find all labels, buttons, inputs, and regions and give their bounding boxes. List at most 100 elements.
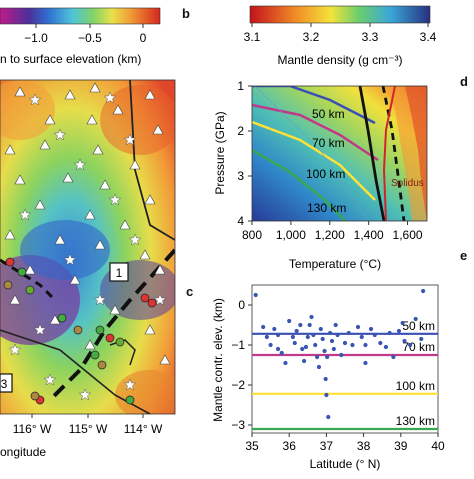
sample-dot xyxy=(105,333,115,343)
panel-e-letter: e xyxy=(460,248,467,263)
sample-dot xyxy=(73,325,83,335)
sample-star xyxy=(153,293,167,306)
scatter-point xyxy=(400,320,405,326)
sample-star xyxy=(108,193,122,206)
panel-b: b 3.1 3.2 3.3 3.4 Mantle density (g cm⁻³… xyxy=(182,5,437,271)
scatter-point xyxy=(253,292,258,298)
scatter-point xyxy=(301,358,307,364)
phase-ytick-label: 1 xyxy=(237,79,244,93)
station-triangle xyxy=(112,104,124,115)
scatter-point xyxy=(272,326,277,332)
scatter-point xyxy=(320,336,325,342)
station-triangle xyxy=(84,339,96,350)
adiabat-dashed xyxy=(381,86,406,221)
scatter-point xyxy=(268,342,273,348)
phase-xtick-label: 1,400 xyxy=(354,228,384,242)
scatter-xlabel: Latitude (° N) xyxy=(310,457,381,471)
scatter-point xyxy=(355,324,361,330)
phase-ytick-label: 2 xyxy=(237,124,244,138)
scatter-point xyxy=(323,376,328,382)
scatter-point xyxy=(346,330,351,336)
panel-c: c 50 km 70 km 100 km 130 km 35 36 37 38 39 40 0 −1… xyxy=(186,284,445,471)
scatter-point xyxy=(275,332,281,338)
curve-label-70km: 70 km xyxy=(312,136,345,150)
scatter-point xyxy=(294,328,299,334)
station-triangle xyxy=(14,86,26,97)
scatter-point xyxy=(318,326,323,332)
scatter-ylabel: Mantle contr. elev. (km) xyxy=(211,298,225,422)
depth-reference-lines: 50 km 70 km 100 km 130 km xyxy=(252,319,438,431)
phase-xtick-label: 1,600 xyxy=(393,228,423,242)
curve-70km xyxy=(252,103,379,162)
scatter-axes: 35 36 37 38 39 40 0 −1 −2 −3 xyxy=(231,298,445,453)
phase-ytick-label: 3 xyxy=(237,169,244,183)
scatter-point xyxy=(309,314,314,320)
scatter-point xyxy=(315,354,320,360)
scatter-point xyxy=(325,354,330,360)
phase-xtick-label: 800 xyxy=(242,228,262,242)
station-triangle xyxy=(139,249,151,260)
scatter-point xyxy=(419,336,424,342)
solidus-label: Solidus xyxy=(391,178,424,189)
scatter-point xyxy=(408,342,413,348)
scatter-point xyxy=(264,334,269,340)
scatter-point xyxy=(363,360,368,366)
station-triangle xyxy=(64,89,76,100)
scatter-point xyxy=(328,330,333,336)
sample-star xyxy=(78,388,92,401)
station-triangle xyxy=(69,274,81,285)
phase-xtick-label: 1,200 xyxy=(315,228,345,242)
scatter-point xyxy=(359,334,364,340)
scatter-plot-frame xyxy=(251,284,439,434)
station-triangle xyxy=(24,264,36,275)
scatter-ytick-label: −3 xyxy=(231,418,245,432)
sample-dot xyxy=(90,350,100,360)
station-triangle xyxy=(4,144,16,155)
scatter-xtick-label: 38 xyxy=(357,439,371,453)
station-triangle xyxy=(62,172,74,183)
scatter-xtick-label: 39 xyxy=(394,439,408,453)
phase-xtick-label: 1,000 xyxy=(276,228,306,242)
sample-dot xyxy=(5,257,15,267)
scatter-point xyxy=(311,332,316,338)
scatter-point xyxy=(350,342,355,348)
scatter-point xyxy=(333,322,338,328)
sample-star xyxy=(73,158,87,171)
station-triangle xyxy=(152,124,164,135)
sample-star xyxy=(103,91,117,104)
scatter-points xyxy=(253,288,426,420)
scatter-xtick-label: 36 xyxy=(283,439,297,453)
phase-xlabel: Temperature (°C) xyxy=(289,257,381,271)
scatter-xtick-label: 40 xyxy=(431,439,445,453)
phase-diagram xyxy=(252,86,427,221)
scatter-point xyxy=(396,328,402,334)
sample-star xyxy=(53,128,67,141)
colorbar-a-tick-1: −1.0 xyxy=(24,31,48,45)
station-triangle xyxy=(89,82,101,93)
map-box-3-label: 3 xyxy=(1,377,8,391)
station-triangle xyxy=(119,219,131,230)
phase-diagram-axes: 800 1,000 1,200 1,400 1,600 1 2 3 4 xyxy=(237,79,423,242)
station-triangle xyxy=(94,239,106,250)
elevation-colorbar xyxy=(0,7,161,25)
station-triangle xyxy=(109,304,121,315)
phase-ylabel: Pressure (GPa) xyxy=(213,111,227,194)
scatter-point xyxy=(305,334,310,340)
scatter-point xyxy=(261,324,266,330)
scatter-point xyxy=(316,364,322,370)
map-markers xyxy=(3,82,171,405)
scatter-point xyxy=(335,332,340,338)
scatter-point xyxy=(363,342,368,348)
elevation-map xyxy=(0,80,175,414)
station-triangle xyxy=(54,234,66,245)
curve-100km xyxy=(252,120,376,201)
curve-label-50km: 50 km xyxy=(312,107,345,121)
density-tick-3.3: 3.3 xyxy=(362,30,379,44)
station-triangle xyxy=(4,229,16,240)
density-tick-3.1: 3.1 xyxy=(244,30,261,44)
station-triangle xyxy=(159,354,171,365)
station-triangle xyxy=(144,194,156,205)
solidus-curve xyxy=(382,86,396,221)
scatter-xtick-label: 37 xyxy=(320,439,334,453)
